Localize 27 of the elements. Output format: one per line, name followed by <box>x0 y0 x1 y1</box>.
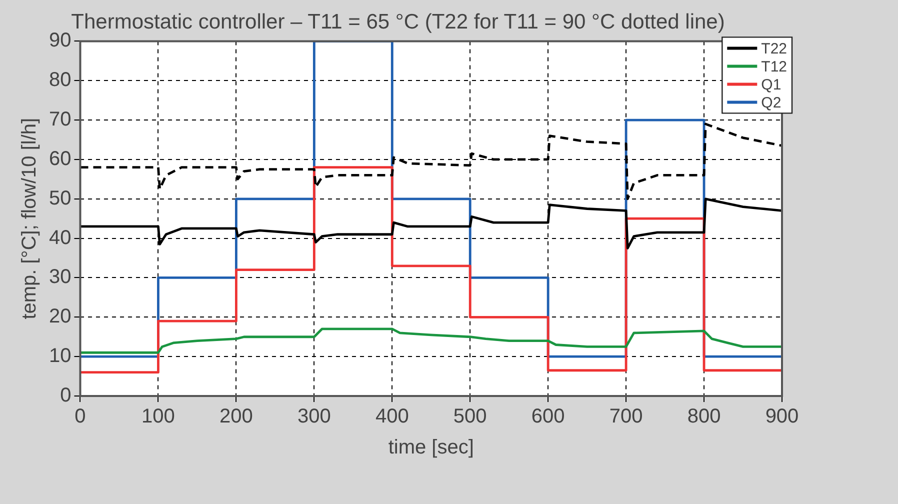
x-tick-label: 700 <box>609 406 643 428</box>
legend-label: T22 <box>761 40 788 58</box>
x-tick-label: 300 <box>297 406 331 428</box>
y-tick-label: 40 <box>48 226 72 249</box>
y-tick-label: 10 <box>48 345 72 368</box>
y-tick-label: 0 <box>60 384 72 407</box>
y-tick-label: 70 <box>48 108 72 131</box>
x-tick-label: 800 <box>687 406 721 428</box>
y-tick-label: 60 <box>48 148 72 170</box>
legend-label: Q1 <box>761 76 782 94</box>
x-tick-label: 500 <box>453 406 487 428</box>
x-tick-label: 900 <box>765 406 799 428</box>
x-tick-label: 0 <box>74 406 86 428</box>
x-tick-label: 600 <box>531 406 565 428</box>
x-tick-label: 200 <box>220 406 253 428</box>
legend-label: T12 <box>761 58 788 76</box>
x-tick-label: 400 <box>375 406 409 428</box>
x-tick-label: 100 <box>142 406 175 428</box>
y-axis-title: temp. [°C]; flow/10 [l/h] <box>18 118 41 320</box>
chart-title: Thermostatic controller – T11 = 65 °C (T22 for T11 = 90 °C dotted line) <box>71 10 725 34</box>
y-tick-label: 90 <box>48 30 72 52</box>
y-tick-label: 50 <box>48 187 72 210</box>
y-tick-label: 80 <box>48 69 72 92</box>
x-axis-title: time [sec] <box>388 436 474 459</box>
y-tick-label: 20 <box>48 306 72 328</box>
legend-label: Q2 <box>761 94 782 112</box>
y-tick-label: 30 <box>48 266 72 288</box>
